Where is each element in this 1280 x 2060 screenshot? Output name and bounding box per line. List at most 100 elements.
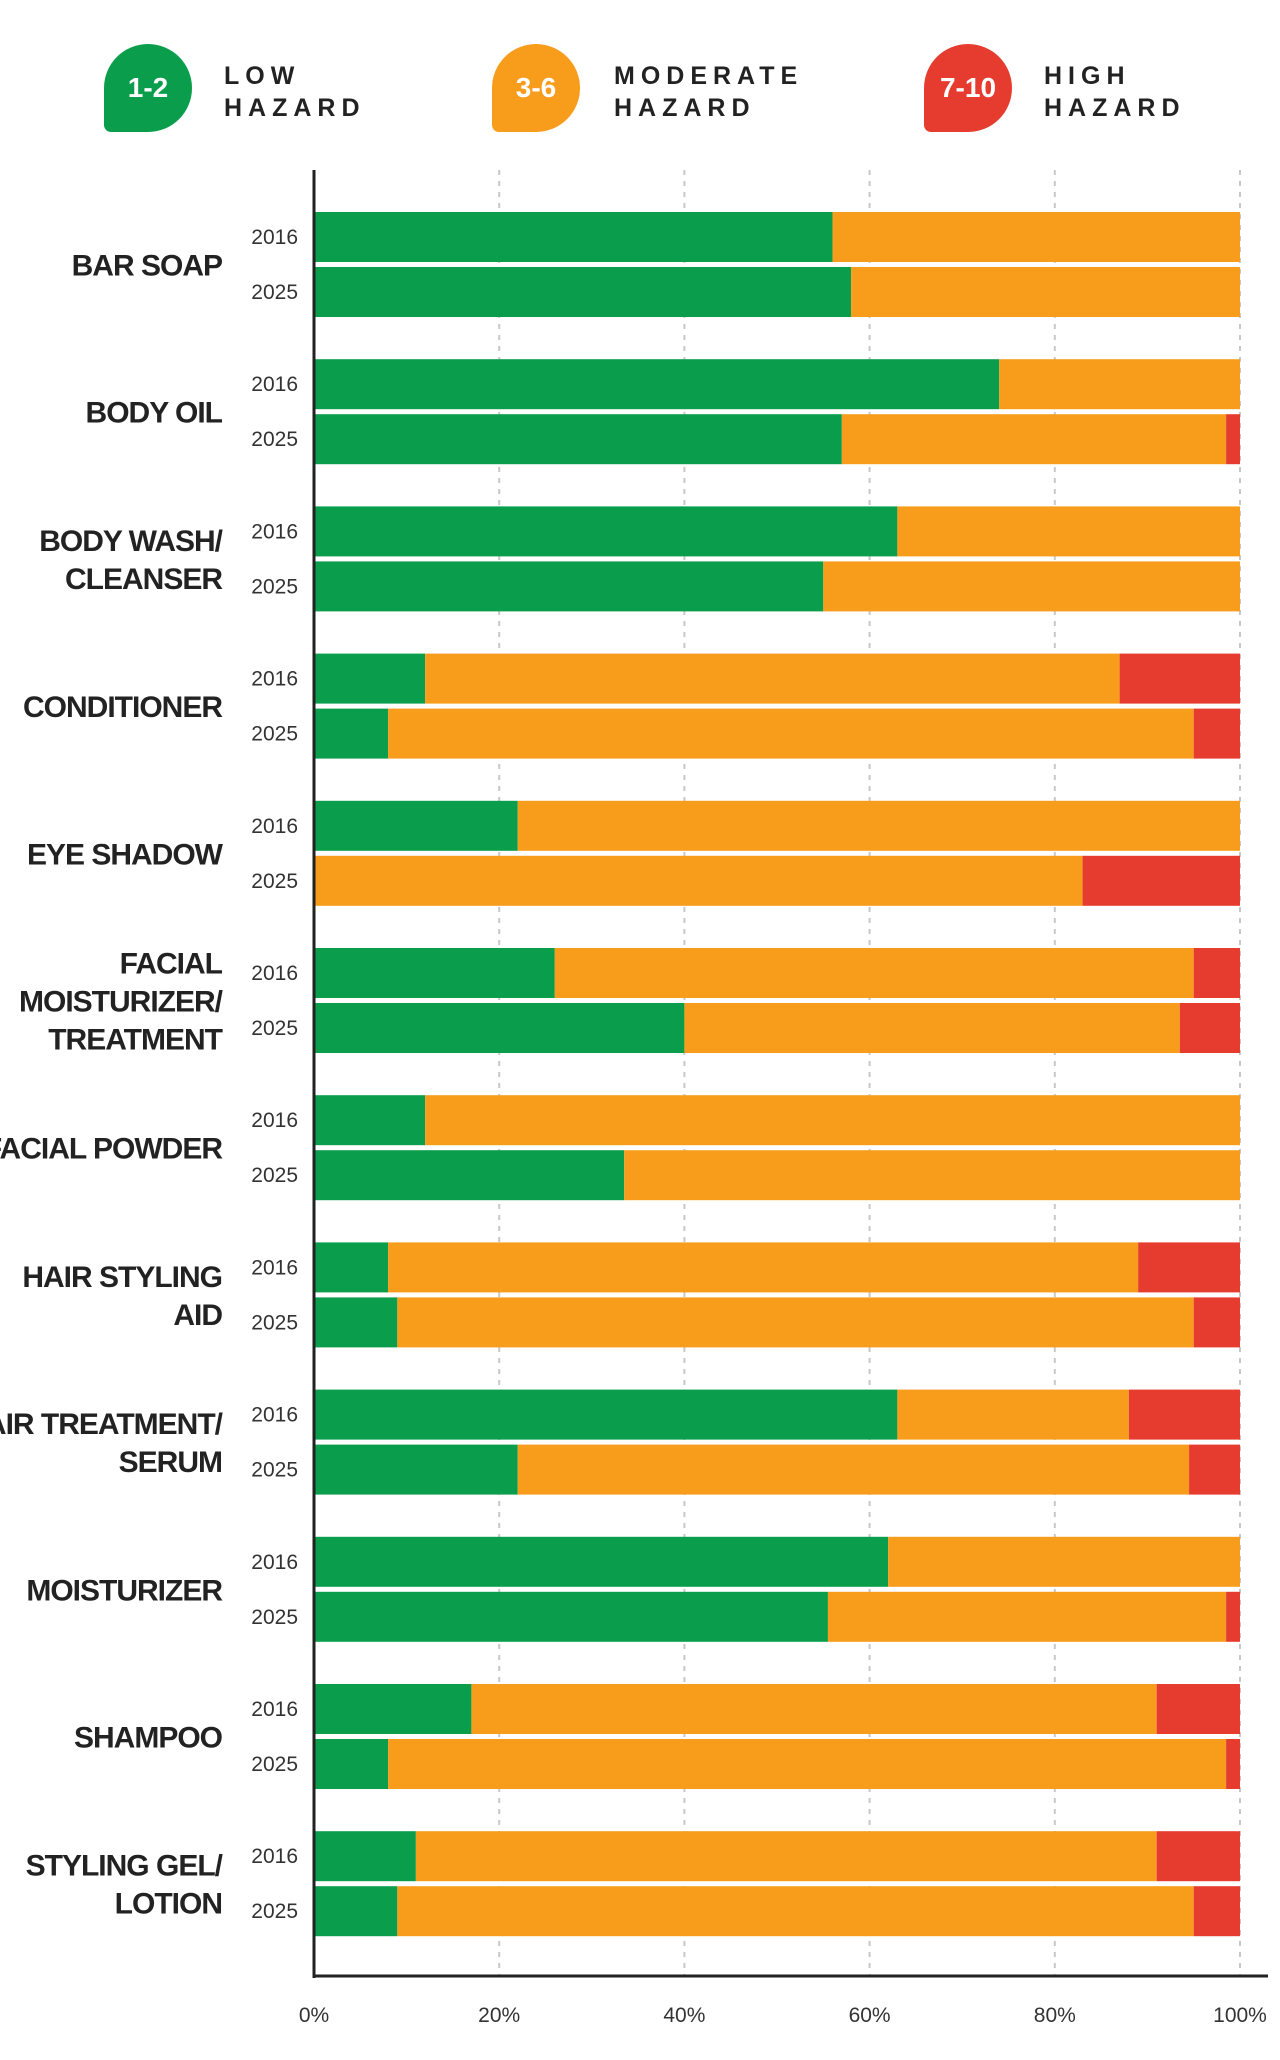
year-label: 2025 [251, 1311, 298, 1334]
category-label: CLEANSER [65, 563, 223, 596]
bar-segment [1156, 1831, 1240, 1882]
category-label: BODY WASH/ [39, 525, 223, 558]
bar-segment [827, 1591, 1227, 1642]
category-label: BODY OIL [86, 397, 223, 430]
year-label: 2016 [251, 1845, 298, 1868]
bar-segment [314, 267, 852, 317]
bar-segment [1226, 1739, 1240, 1789]
category-label: BAR SOAP [72, 250, 222, 283]
year-label: 2025 [251, 1164, 298, 1187]
category-label: HAIR TREATMENT/ [0, 1408, 224, 1441]
category-label: CONDITIONER [23, 691, 223, 724]
year-label: 2025 [251, 1900, 298, 1923]
bar-segment [314, 1003, 685, 1053]
bar-segment [624, 1150, 1240, 1201]
year-label: 2025 [251, 723, 298, 746]
x-tick-label: 100% [1213, 2004, 1267, 2027]
bar-segment [314, 561, 824, 612]
bar-segment [314, 948, 555, 998]
bar-segment [851, 267, 1240, 317]
legend: 1-2 LOW HAZARD 3-6 MODERATE HAZARD 7-10 … [0, 0, 1280, 160]
category-label: AID [173, 1299, 222, 1332]
bar-segment [425, 1095, 1240, 1146]
year-label: 2025 [251, 870, 298, 893]
bar-segment [397, 1297, 1194, 1348]
bar-segment [897, 506, 1240, 557]
year-label: 2016 [251, 1256, 298, 1279]
bar-segment [314, 1095, 426, 1146]
bar-segment [314, 855, 1083, 906]
bar-segment [314, 1389, 898, 1440]
legend-high-line2: HAZARD [1044, 94, 1186, 122]
legend-moderate-badge: 3-6 [492, 44, 580, 132]
year-label: 2016 [251, 1404, 298, 1427]
year-label: 2016 [251, 1551, 298, 1574]
bar-segment [888, 1536, 1240, 1587]
year-label: 2025 [251, 281, 298, 304]
year-label: 2025 [251, 428, 298, 451]
bar-segment [554, 948, 1194, 998]
category-label: FACIAL [120, 948, 223, 981]
bar-segment [517, 1444, 1190, 1495]
category-label: EYE SHADOW [27, 838, 224, 871]
bar-segment [517, 800, 1240, 851]
x-tick-label: 60% [849, 2004, 891, 2027]
bar-segment [388, 708, 1194, 759]
category-label: MOISTURIZER/ [19, 986, 224, 1019]
bar-segment [1189, 1444, 1240, 1495]
year-label: 2025 [251, 1753, 298, 1776]
bar-segment [832, 212, 1240, 262]
bar-segment [1226, 1591, 1240, 1642]
category-label: LOTION [115, 1888, 222, 1921]
bar-segment [314, 1297, 398, 1348]
bar-segment [471, 1684, 1157, 1734]
bar-segment [314, 1831, 416, 1882]
bar-segment [314, 1684, 472, 1734]
legend-high-text: HIGH HAZARD [1044, 60, 1186, 124]
bar-segment [1128, 1389, 1240, 1440]
bar-segment [1193, 1886, 1240, 1937]
bar-segment [314, 1242, 389, 1293]
year-label: 2016 [251, 815, 298, 838]
x-tick-label: 20% [478, 2004, 520, 2027]
year-label: 2025 [251, 1606, 298, 1629]
bar-segment [1156, 1684, 1240, 1734]
category-label: HAIR STYLING [22, 1261, 222, 1294]
bar-segment [823, 561, 1240, 612]
bar-segment [397, 1886, 1194, 1937]
bar-segment [314, 414, 842, 465]
year-label: 2025 [251, 1017, 298, 1040]
x-tick-label: 0% [299, 2004, 329, 2027]
legend-low-line1: LOW [224, 62, 301, 90]
category-label: MOISTURIZER [26, 1574, 223, 1607]
bar-segment [314, 1591, 828, 1642]
category-label: TREATMENT [48, 1024, 222, 1057]
legend-moderate-line2: HAZARD [614, 94, 756, 122]
category-label: FACIAL POWDER [0, 1133, 223, 1166]
year-label: 2025 [251, 575, 298, 598]
bar-segment [684, 1003, 1180, 1053]
year-label: 2025 [251, 1459, 298, 1482]
legend-low-badge: 1-2 [104, 44, 192, 132]
bar-segment [314, 1886, 398, 1937]
legend-low-text: LOW HAZARD [224, 60, 366, 124]
category-label: SERUM [119, 1446, 222, 1479]
bar-segment [999, 359, 1240, 410]
x-tick-label: 80% [1034, 2004, 1076, 2027]
year-label: 2016 [251, 1109, 298, 1132]
stacked-bar-chart: 2016 2025 BAR SOAP 2016 2025 BODY OIL 2016 2025… [0, 170, 1268, 2027]
bar-segment [1138, 1242, 1240, 1293]
legend-low-line2: HAZARD [224, 94, 366, 122]
legend-moderate-text: MODERATE HAZARD [614, 60, 803, 124]
bar-segment [314, 1444, 518, 1495]
bar-segment [841, 414, 1227, 465]
bar-segment [314, 506, 898, 557]
bar-segment [1193, 708, 1240, 759]
legend-moderate-line1: MODERATE [614, 62, 804, 90]
year-label: 2016 [251, 226, 298, 249]
bar-segment [314, 800, 518, 851]
year-label: 2016 [251, 373, 298, 396]
bar-segment [1179, 1003, 1240, 1053]
year-label: 2016 [251, 668, 298, 691]
bar-segment [897, 1389, 1129, 1440]
